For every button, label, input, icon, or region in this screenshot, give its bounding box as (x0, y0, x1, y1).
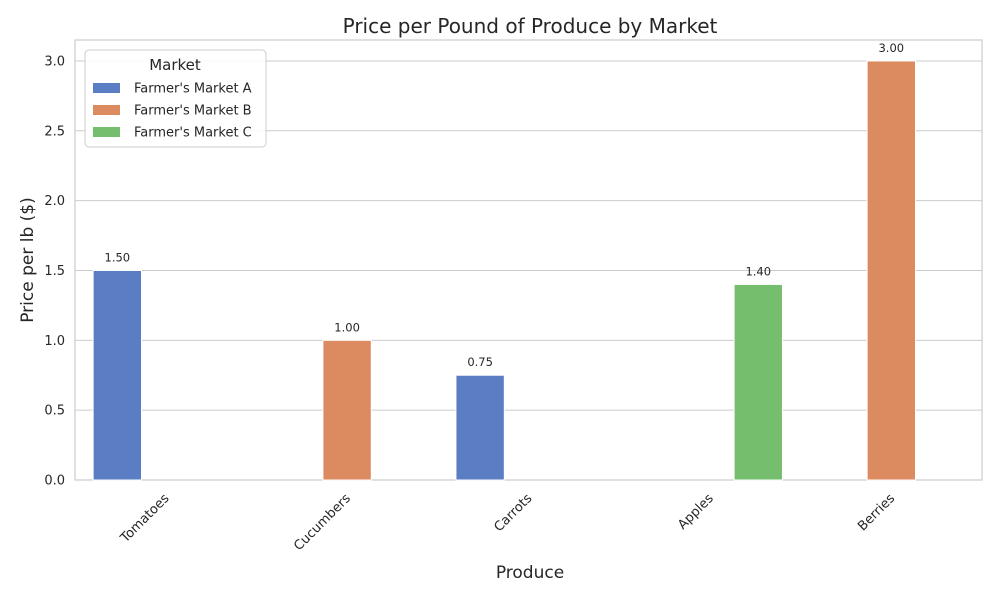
bar-value-label: 3.00 (878, 41, 904, 55)
y-tick-label: 3.0 (44, 54, 65, 69)
bar-berries-2 (866, 60, 916, 481)
y-tick-label: 1.0 (44, 334, 65, 349)
x-tick-label: Cucumbers (291, 491, 354, 554)
bars (92, 60, 916, 481)
legend-item-label: Farmer's Market B (134, 104, 252, 119)
bar-value-label: 1.40 (745, 264, 771, 278)
x-tick-label: Apples (675, 491, 717, 533)
y-axis-ticks: 0.0 0.5 1.0 1.5 2.0 2.5 3.0 (44, 54, 65, 488)
chart-title: Price per Pound of Produce by Market (343, 14, 718, 38)
x-axis-ticks: Tomatoes Cucumbers Carrots Apples Berries (117, 491, 898, 554)
bar-labels: 1.50 1.00 0.75 1.40 3.00 (105, 41, 905, 369)
y-tick-label: 1.5 (44, 264, 65, 279)
y-tick-label: 0.0 (44, 474, 65, 489)
y-tick-label: 2.5 (44, 124, 65, 139)
bar-value-label: 0.75 (467, 355, 493, 369)
y-tick-label: 2.0 (44, 194, 65, 209)
plot-frame (74, 39, 983, 481)
x-tick-label: Tomatoes (117, 491, 172, 546)
legend-title: Market (149, 56, 201, 74)
legend-swatch (93, 83, 120, 93)
bar-value-label: 1.50 (105, 250, 131, 264)
bar-apples-3 (733, 283, 783, 481)
y-axis-label: Price per lb ($) (18, 197, 38, 323)
x-tick-label: Berries (855, 491, 898, 534)
bar-value-label: 1.00 (334, 320, 360, 334)
bar-tomatoes-1 (92, 269, 143, 481)
bar-cucumbers-2 (322, 339, 372, 481)
bar-carrots-1 (455, 374, 505, 481)
legend-swatch (93, 105, 120, 115)
legend-items: Farmer's Market A Farmer's Market B Farmer… (93, 82, 252, 141)
y-tick-label: 0.5 (44, 404, 65, 419)
x-axis-label: Produce (496, 563, 564, 583)
legend-swatch (93, 127, 120, 137)
legend-frame (84, 49, 267, 148)
legend-item-label: Farmer's Market A (134, 82, 252, 97)
x-tick-label: Carrots (491, 491, 535, 535)
legend-item-label: Farmer's Market C (134, 126, 252, 141)
